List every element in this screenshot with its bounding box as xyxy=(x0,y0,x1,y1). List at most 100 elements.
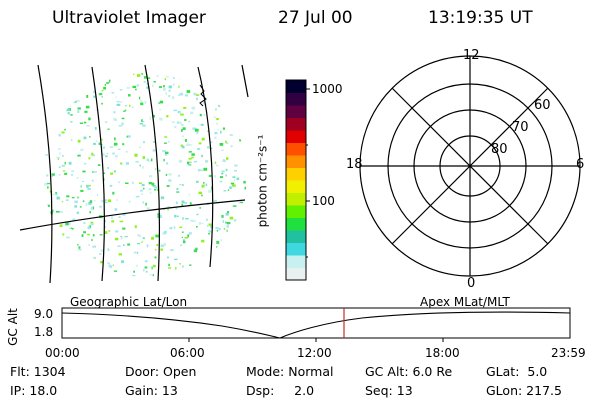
uv-pixel xyxy=(43,227,46,229)
uv-pixel xyxy=(48,110,52,112)
uv-pixel xyxy=(55,192,58,194)
uv-pixel xyxy=(74,200,78,204)
uv-pixel xyxy=(51,106,55,109)
uv-pixel xyxy=(198,222,202,225)
uv-pixel xyxy=(192,127,196,130)
uv-pixel xyxy=(221,214,224,218)
uv-pixel xyxy=(99,253,102,255)
uv-pixel xyxy=(186,143,190,146)
uv-pixel xyxy=(158,215,162,218)
uv-pixel xyxy=(78,246,81,249)
uv-pixel xyxy=(143,187,145,190)
uv-pixel xyxy=(198,276,201,277)
uv-pixel xyxy=(232,94,236,97)
uv-pixel xyxy=(201,222,204,225)
uv-pixel xyxy=(142,237,145,240)
uv-pixel xyxy=(87,233,91,236)
uv-pixel xyxy=(113,142,118,146)
uv-pixel xyxy=(108,262,110,265)
uv-pixel xyxy=(220,273,223,277)
uv-pixel xyxy=(99,273,103,276)
uv-pixel xyxy=(152,149,156,152)
uv-pixel xyxy=(88,244,90,246)
uv-pixel xyxy=(96,276,99,277)
uv-pixel xyxy=(238,238,241,240)
uv-pixel xyxy=(226,222,231,225)
uv-pixel xyxy=(118,125,123,127)
uv-pixel xyxy=(83,136,87,140)
uv-pixel xyxy=(235,265,238,268)
uv-pixel xyxy=(196,180,199,183)
uv-pixel xyxy=(147,280,149,283)
uv-pixel xyxy=(134,225,137,229)
uv-pixel xyxy=(112,152,115,155)
uv-pixel xyxy=(223,105,225,108)
uv-pixel xyxy=(136,84,139,87)
uv-pixel xyxy=(135,195,140,198)
uv-pixel xyxy=(193,92,197,96)
uv-pixel xyxy=(208,230,212,233)
uv-pixel xyxy=(165,151,169,155)
uv-pixel xyxy=(80,185,82,188)
uv-pixel xyxy=(110,172,113,175)
uv-pixel xyxy=(173,76,175,79)
uv-pixel xyxy=(151,182,155,186)
uv-pixel xyxy=(121,122,124,126)
uv-pixel xyxy=(181,231,184,233)
uv-pixel xyxy=(95,140,98,142)
colorbar-segment xyxy=(286,130,306,143)
uv-pixel xyxy=(250,73,251,75)
uv-pixel xyxy=(193,220,197,222)
uv-pixel xyxy=(105,202,108,204)
uv-pixel xyxy=(178,174,180,177)
uv-pixel xyxy=(43,235,45,238)
uv-pixel xyxy=(114,208,118,211)
uv-pixel xyxy=(77,274,81,277)
uv-pixel xyxy=(77,154,81,157)
uv-pixel xyxy=(68,161,72,165)
uv-pixel xyxy=(128,135,131,138)
uv-pixel xyxy=(223,159,225,162)
uv-pixel xyxy=(80,148,84,151)
colorbar-segment xyxy=(286,230,306,243)
uv-pixel xyxy=(58,134,61,137)
uv-pixel xyxy=(164,78,167,81)
uv-pixel xyxy=(182,135,184,137)
uv-pixel xyxy=(102,146,105,149)
uv-pixel xyxy=(176,188,179,191)
uv-pixel xyxy=(172,96,174,100)
uv-pixel xyxy=(167,256,169,259)
uv-pixel xyxy=(188,164,192,166)
uv-pixel xyxy=(206,146,210,149)
uv-pixel xyxy=(71,254,73,257)
uv-pixel xyxy=(106,73,109,75)
uv-pixel xyxy=(79,206,82,208)
uv-pixel xyxy=(51,175,54,177)
uv-pixel xyxy=(160,118,163,121)
uv-pixel xyxy=(196,226,198,228)
uv-pixel xyxy=(220,130,222,134)
uv-pixel xyxy=(215,86,220,88)
uv-pixel xyxy=(204,273,207,277)
uv-pixel xyxy=(197,148,200,150)
uv-pixel xyxy=(82,200,85,203)
uv-pixel xyxy=(132,181,134,184)
uv-pixel xyxy=(165,173,168,176)
uv-pixel xyxy=(248,166,251,168)
uv-pixel xyxy=(152,141,156,143)
uv-pixel xyxy=(141,184,145,187)
uv-pixel xyxy=(72,228,74,230)
uv-pixel xyxy=(103,86,106,90)
uv-pixel xyxy=(107,128,110,130)
uv-pixel xyxy=(76,252,79,256)
uv-pixel xyxy=(62,170,66,172)
colorbar-unit-label: photon cm⁻²s⁻¹ xyxy=(255,134,270,228)
uv-pixel xyxy=(104,231,108,234)
uv-pixel xyxy=(197,168,201,172)
uv-pixel xyxy=(191,106,196,110)
uv-pixel xyxy=(208,233,210,235)
uv-pixel xyxy=(85,105,90,109)
uv-pixel xyxy=(81,234,84,237)
uv-pixel xyxy=(184,118,187,121)
uv-pixel xyxy=(54,278,55,280)
